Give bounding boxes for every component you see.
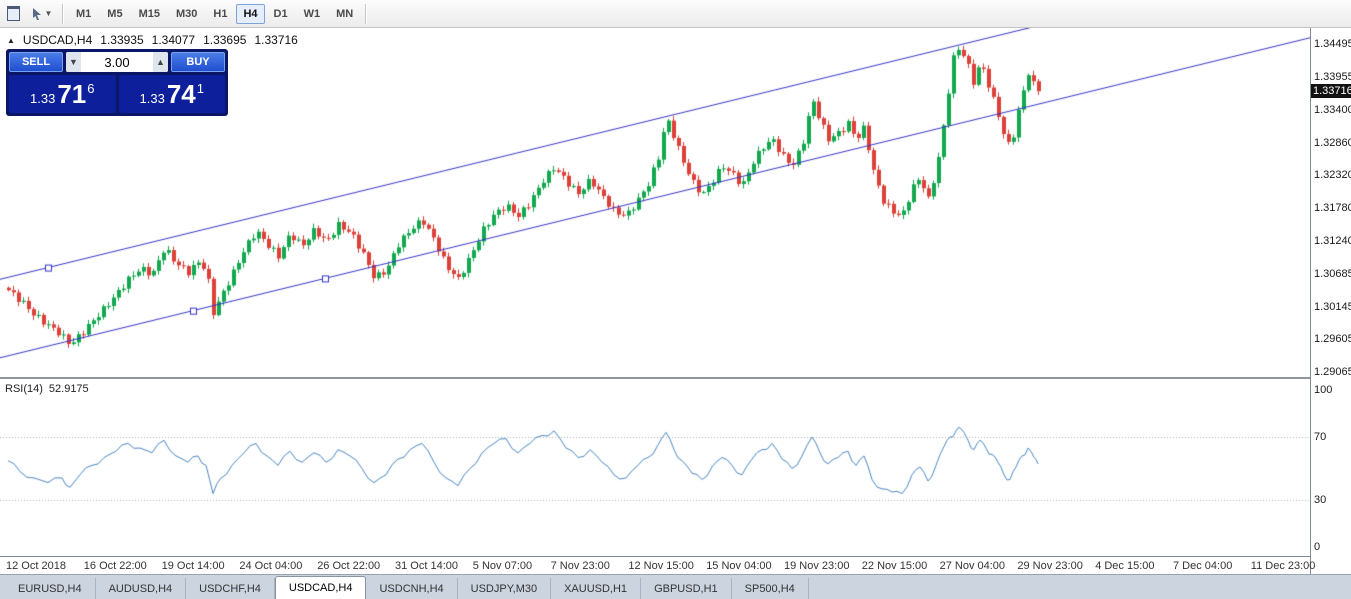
one-click-trading-panel: SELL ▼ 3.00 ▲ BUY 1.33 71 6 1.33 74 1 bbox=[6, 49, 228, 116]
time-axis[interactable]: 12 Oct 2018 16 Oct 22:00 19 Oct 14:00 24 Oc… bbox=[0, 556, 1315, 574]
time-label: 27 Nov 04:00 bbox=[939, 560, 1006, 572]
chart-title: ▲ USDCAD,H4 1.33935 1.34077 1.33695 1.33… bbox=[7, 33, 298, 47]
timeframes-toolbar: ▼ M1 M5 M15 M30 H1 H4 D1 W1 MN bbox=[0, 0, 1351, 28]
rsi-axis-label: 100 bbox=[1314, 384, 1333, 396]
tab-eurusd-h4[interactable]: EURUSD,H4 bbox=[5, 578, 96, 599]
tab-usdjpy-m30[interactable]: USDJPY,M30 bbox=[458, 578, 552, 599]
time-label: 24 Oct 04:00 bbox=[239, 560, 303, 572]
time-label: 19 Nov 23:00 bbox=[784, 560, 850, 572]
ohlc-open: 1.33935 bbox=[100, 33, 144, 47]
rsi-canvas[interactable] bbox=[0, 379, 1310, 556]
timeframe-m30[interactable]: M30 bbox=[169, 4, 204, 24]
timeframe-h4[interactable]: H4 bbox=[236, 3, 265, 24]
tab-audusd-h4[interactable]: AUDUSD,H4 bbox=[96, 578, 187, 599]
timeframe-m1[interactable]: M1 bbox=[69, 4, 98, 24]
tab-xauusd-h1[interactable]: XAUUSD,H1 bbox=[551, 578, 642, 599]
trade-panel-top-row: SELL ▼ 3.00 ▲ BUY bbox=[9, 52, 225, 72]
rsi-indicator-label: RSI(14) 52.9175 bbox=[5, 383, 89, 395]
price-axis-label: 1.32320 bbox=[1314, 169, 1351, 182]
timeframe-m5[interactable]: M5 bbox=[100, 4, 129, 24]
ohlc-low: 1.33695 bbox=[203, 33, 247, 47]
sell-price-big: 71 bbox=[57, 79, 87, 109]
price-axis-label: 1.34495 bbox=[1314, 38, 1351, 51]
sell-price[interactable]: 1.33 71 6 bbox=[9, 75, 116, 113]
ohlc-high: 1.34077 bbox=[151, 33, 196, 47]
price-axis-label: 1.29605 bbox=[1314, 333, 1351, 346]
time-label: 16 Oct 22:00 bbox=[83, 560, 147, 572]
chart-tools-icon[interactable]: ▼ bbox=[24, 3, 58, 25]
rsi-name: RSI(14) bbox=[5, 383, 43, 395]
chart-symbol: USDCAD,H4 bbox=[22, 33, 93, 47]
timeframe-d1[interactable]: D1 bbox=[267, 4, 295, 24]
time-label: 29 Nov 23:00 bbox=[1017, 560, 1083, 572]
time-label: 12 Oct 2018 bbox=[6, 560, 66, 572]
price-axis-label: 1.29065 bbox=[1314, 365, 1351, 378]
timeframe-w1[interactable]: W1 bbox=[297, 4, 328, 24]
price-axis-border bbox=[1310, 28, 1311, 574]
toolbar-separator bbox=[62, 3, 64, 24]
price-axis-label: 1.33955 bbox=[1314, 70, 1351, 83]
volume-up-caret-icon[interactable]: ▲ bbox=[153, 52, 168, 72]
sell-price-prefix: 1.33 bbox=[30, 90, 56, 106]
tab-usdcnh-h4[interactable]: USDCNH,H4 bbox=[366, 578, 458, 599]
volume-value[interactable]: 3.00 bbox=[104, 54, 130, 70]
price-axis-label: 1.33400 bbox=[1314, 104, 1351, 117]
buy-price[interactable]: 1.33 74 1 bbox=[118, 75, 225, 113]
symbol-tabs: EURUSD,H4 AUDUSD,H4 USDCHF,H4 USDCAD,H4 USDC… bbox=[0, 574, 1351, 599]
rsi-axis-label: 30 bbox=[1314, 493, 1327, 506]
time-label: 7 Nov 23:00 bbox=[550, 560, 610, 572]
time-label: 12 Nov 15:00 bbox=[628, 560, 694, 572]
price-axis-label: 1.31240 bbox=[1314, 234, 1351, 247]
rsi-axis-label: 0 bbox=[1314, 541, 1321, 553]
timeframe-mn[interactable]: MN bbox=[329, 4, 360, 24]
tab-usdcad-h4[interactable]: USDCAD,H4 bbox=[274, 576, 367, 599]
chart-area: ▲ USDCAD,H4 1.33935 1.34077 1.33695 1.33… bbox=[0, 28, 1351, 574]
price-axis[interactable]: 1.33716 1.34495 1.33955 1.33400 1.32860 1.32… bbox=[1311, 28, 1351, 574]
trade-panel-price-row: 1.33 71 6 1.33 74 1 bbox=[9, 75, 225, 113]
rsi-value: 52.9175 bbox=[48, 383, 89, 395]
panel-splitter[interactable] bbox=[0, 377, 1310, 379]
toolbar-separator bbox=[365, 3, 368, 24]
time-label: 4 Dec 15:00 bbox=[1095, 560, 1155, 572]
time-label: 26 Oct 22:00 bbox=[317, 560, 381, 572]
rsi-axis-label: 70 bbox=[1314, 431, 1327, 444]
volume-down-caret-icon[interactable]: ▼ bbox=[66, 52, 81, 72]
time-label: 19 Oct 14:00 bbox=[161, 560, 225, 572]
tab-sp500-h4[interactable]: SP500,H4 bbox=[732, 578, 809, 599]
timeframe-buttons: M1 M5 M15 M30 H1 H4 D1 W1 MN bbox=[68, 3, 361, 24]
window-glyph-icon bbox=[6, 6, 20, 21]
ohlc-close: 1.33716 bbox=[254, 33, 298, 47]
price-axis-label: 1.31780 bbox=[1314, 202, 1351, 215]
buy-price-prefix: 1.33 bbox=[139, 90, 165, 106]
timeframe-h1[interactable]: H1 bbox=[206, 4, 234, 24]
cursor-glyph-icon bbox=[32, 7, 41, 20]
dropdown-caret-icon: ▼ bbox=[44, 9, 53, 18]
buy-price-big: 74 bbox=[166, 79, 196, 109]
price-axis-label: 1.32860 bbox=[1314, 136, 1351, 149]
price-axis-label: 1.30685 bbox=[1314, 268, 1351, 281]
time-label: 31 Oct 14:00 bbox=[395, 560, 458, 572]
time-label: 11 Dec 23:00 bbox=[1250, 560, 1316, 572]
volume-stepper[interactable]: ▼ 3.00 ▲ bbox=[66, 52, 168, 72]
time-label: 22 Nov 15:00 bbox=[861, 560, 928, 572]
buy-price-sup: 1 bbox=[196, 80, 204, 96]
price-axis-label: 1.30145 bbox=[1314, 300, 1351, 313]
tab-gbpusd-h1[interactable]: GBPUSD,H1 bbox=[641, 578, 732, 599]
buy-button[interactable]: BUY bbox=[171, 52, 225, 72]
window-icon[interactable] bbox=[2, 3, 24, 25]
sell-price-sup: 6 bbox=[87, 80, 95, 96]
tab-usdchf-h4[interactable]: USDCHF,H4 bbox=[186, 578, 275, 599]
current-price-badge: 1.33716 bbox=[1311, 84, 1351, 99]
time-label: 7 Dec 04:00 bbox=[1173, 560, 1233, 572]
sell-button[interactable]: SELL bbox=[9, 52, 63, 72]
time-label: 5 Nov 07:00 bbox=[472, 560, 533, 572]
time-label: 15 Nov 04:00 bbox=[706, 560, 772, 572]
title-marker-icon: ▲ bbox=[7, 35, 15, 45]
timeframe-m15[interactable]: M15 bbox=[132, 4, 167, 24]
